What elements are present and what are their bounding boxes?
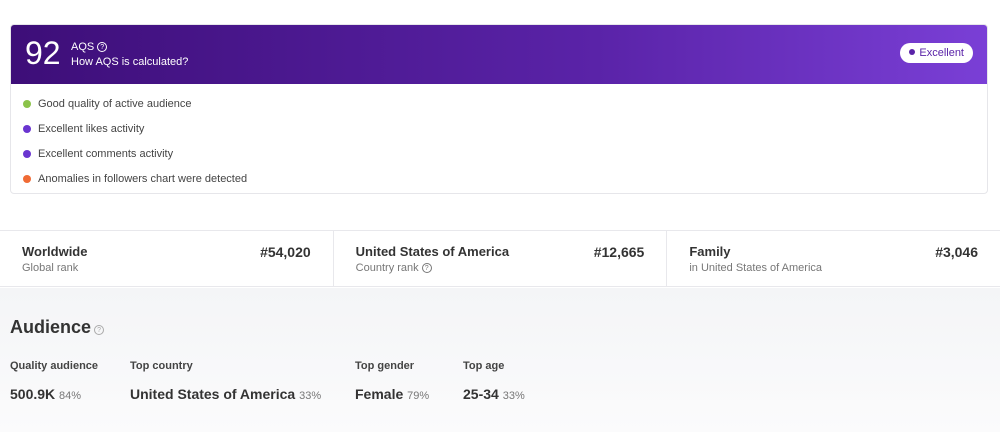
rank-value: #12,665 [593,244,645,260]
audience-title-text: Audience [10,317,92,337]
aqs-item: Excellent comments activity [23,141,987,166]
stat-value: 500.9K 84% [10,386,98,402]
aqs-items: Good quality of active audience Excellent… [11,84,987,191]
audience-stat: Top gender Female 79% [355,360,429,402]
stat-value-text: Female [355,386,404,402]
stat-label: Top age [463,360,505,372]
aqs-score: 92 [25,35,61,71]
stat-value: United States of America 33% [130,386,321,402]
aqs-item: Anomalies in followers chart were detect… [23,166,987,191]
audience-stat: Quality audience 500.9K 84% [10,360,98,402]
help-icon[interactable]: ? [421,263,432,273]
stat-percent: 79% [407,390,430,402]
rank-subtitle: in United States of America [689,262,822,274]
rank-cell: Family in United States of America #3,046 [667,231,1000,286]
rank-title: Worldwide [22,244,88,259]
rank-cell: Worldwide Global rank #54,020 [0,231,334,286]
stat-label: Quality audience [10,360,99,372]
aqs-item-text: Anomalies in followers chart were detect… [38,172,248,185]
ranks: Worldwide Global rank #54,020 United States… [0,230,1000,287]
audience-stat: Top age 25-34 33% [463,360,525,402]
stat-label: Top gender [355,360,415,372]
stat-value-text: United States of America [130,386,296,402]
rank-cell: United States of America Country rank? #12… [334,231,668,286]
aqs-item: Excellent likes activity [23,116,987,141]
rank-subtitle-text: in United States of America [689,262,823,274]
badge-text: Excellent [919,47,964,59]
audience-stat: Top country United States of America 33% [130,360,321,402]
help-icon[interactable]: ? [97,42,108,52]
stat-value: 25-34 33% [463,386,525,402]
stat-value: Female 79% [355,386,429,402]
audience-title: Audience? [10,317,105,338]
aqs-item-text: Excellent comments activity [38,147,174,160]
status-dot [23,124,31,133]
audience: Audience? Quality audience 500.9K 84% Top … [0,288,1000,432]
rank-title: United States of America [355,244,510,259]
aqs-label-text: AQS [71,41,95,53]
rank-value: #3,046 [935,244,979,260]
stat-label: Top country [130,360,193,372]
rank-subtitle-text: Country rank [355,262,419,274]
stat-value-text: 500.9K [10,386,56,402]
stat-value-text: 25-34 [463,386,499,402]
aqs-item-text: Excellent likes activity [38,122,145,135]
status-dot [23,174,31,183]
aqs-link[interactable]: How AQS is calculated? [71,56,189,68]
help-icon[interactable]: ? [94,325,105,335]
status-dot [23,149,31,158]
stat-percent: 84% [59,390,82,402]
aqs-badge: Excellent [900,43,973,63]
status-dot [23,99,31,108]
aqs-item: Good quality of active audience [23,91,987,116]
badge-dot [909,49,916,55]
aqs-item-text: Good quality of active audience [38,97,192,110]
rank-subtitle: Country rank? [356,262,432,274]
aqs-label: AQS? [71,41,108,53]
rank-subtitle-text: Global rank [22,262,79,274]
stat-percent: 33% [502,390,525,402]
stat-percent: 33% [299,390,322,402]
aqs-card: 92 AQS? How AQS is calculated? Excellent… [10,24,988,194]
rank-title: Family [689,244,731,259]
rank-value: #54,020 [260,244,311,260]
rank-subtitle: Global rank [22,262,78,274]
aqs-header: 92 AQS? How AQS is calculated? Excellent [11,25,987,84]
